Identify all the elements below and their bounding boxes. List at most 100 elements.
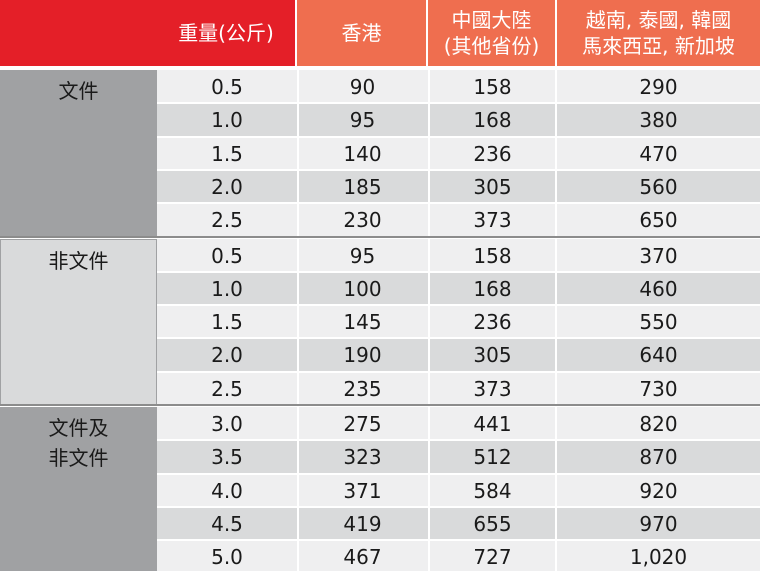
china-cell: 512 (473, 445, 512, 470)
hk-cell: 185 (343, 174, 382, 199)
category-label: 非文件 (48, 248, 109, 273)
row-divider (157, 539, 760, 542)
china-cell: 305 (473, 174, 512, 199)
weight-cell: 4.0 (211, 478, 243, 503)
row-divider (157, 270, 760, 273)
column-divider (297, 70, 299, 237)
asia-cell: 370 (639, 243, 678, 268)
column-divider (428, 407, 430, 571)
weight-cell: 2.5 (211, 208, 243, 233)
asia-cell: 730 (639, 376, 678, 401)
category-cell: 非文件 (0, 238, 157, 405)
asia-cell: 870 (639, 445, 678, 470)
header-asia-line1: 越南, 泰國, 韓國 (585, 8, 732, 32)
table-row (157, 271, 760, 306)
table-row (157, 371, 760, 405)
header-hk-cell: 香港 (297, 0, 426, 66)
header-blank-cell (0, 0, 157, 66)
china-cell: 236 (473, 141, 512, 166)
asia-cell: 650 (639, 208, 678, 233)
column-divider (555, 238, 557, 405)
table-row (157, 338, 760, 372)
header-china-line1: 中國大陸 (451, 8, 532, 32)
hk-cell: 371 (343, 478, 382, 503)
china-cell: 168 (473, 276, 512, 301)
asia-cell: 290 (639, 75, 678, 99)
column-divider (555, 70, 557, 237)
weight-cell: 2.0 (211, 343, 243, 368)
china-cell: 655 (473, 511, 512, 536)
table-row (157, 203, 760, 237)
china-cell: 158 (473, 75, 512, 99)
asia-cell: 380 (639, 108, 678, 133)
group-divider (0, 235, 760, 238)
row-divider (157, 370, 760, 373)
column-divider (428, 238, 430, 405)
table-row (157, 407, 760, 441)
asia-cell: 1,020 (629, 545, 688, 570)
column-divider (297, 407, 299, 571)
category-label: 文件 (58, 79, 99, 103)
china-cell: 373 (473, 376, 512, 401)
row-divider (157, 472, 760, 475)
row-divider (157, 337, 760, 340)
weight-cell: 1.5 (211, 141, 243, 166)
asia-cell: 470 (639, 141, 678, 166)
hk-cell: 467 (343, 545, 382, 570)
table-row (157, 136, 760, 170)
weight-cell: 0.5 (211, 243, 243, 268)
asia-cell: 560 (639, 174, 678, 199)
row-divider (157, 102, 760, 105)
table-row (157, 169, 760, 204)
header-weight-label: 重量(公斤) (178, 21, 274, 45)
hk-cell: 145 (343, 310, 382, 335)
weight-cell: 3.5 (211, 445, 243, 470)
hk-cell: 140 (343, 141, 382, 166)
weight-cell: 4.5 (211, 511, 243, 536)
category-label: 非文件 (48, 446, 109, 470)
asia-cell: 920 (639, 478, 678, 503)
table-row (157, 70, 760, 104)
header-asia-cell: 越南, 泰國, 韓國 馬來西亞, 新加坡 (557, 0, 760, 66)
asia-cell: 460 (639, 276, 678, 301)
row-divider (157, 505, 760, 508)
china-cell: 441 (473, 412, 512, 436)
header-weight-cell: 重量(公斤) (157, 0, 295, 66)
hk-cell: 95 (349, 108, 376, 133)
row-divider (157, 439, 760, 442)
weight-cell: 3.0 (211, 412, 243, 436)
china-cell: 236 (473, 310, 512, 335)
china-cell: 727 (473, 545, 512, 570)
hk-cell: 100 (343, 276, 382, 301)
table-row (157, 473, 760, 507)
weight-cell: 1.5 (211, 310, 243, 335)
column-divider (555, 407, 557, 571)
hk-cell: 90 (349, 75, 376, 99)
hk-cell: 190 (343, 343, 382, 368)
asia-cell: 550 (639, 310, 678, 335)
table-row (157, 440, 760, 474)
hk-cell: 95 (349, 243, 376, 268)
asia-cell: 640 (639, 343, 678, 368)
china-cell: 373 (473, 208, 512, 233)
china-cell: 584 (473, 478, 512, 503)
column-divider (297, 238, 299, 405)
category-cell: 文件 (0, 70, 157, 237)
hk-cell: 419 (343, 511, 382, 536)
row-divider (157, 304, 760, 307)
table-row (157, 540, 760, 571)
hk-cell: 235 (343, 376, 382, 401)
header-hk-label: 香港 (341, 21, 382, 45)
table-row (157, 506, 760, 541)
group-divider (0, 404, 760, 406)
category-cell: 文件及 非文件 (0, 407, 157, 571)
column-divider (428, 70, 430, 237)
row-divider (157, 135, 760, 138)
table-row (157, 103, 760, 137)
weight-cell: 2.0 (211, 174, 243, 199)
weight-cell: 2.5 (211, 376, 243, 401)
table-row (157, 238, 760, 272)
hk-cell: 323 (343, 445, 382, 470)
hk-cell: 275 (343, 412, 382, 436)
